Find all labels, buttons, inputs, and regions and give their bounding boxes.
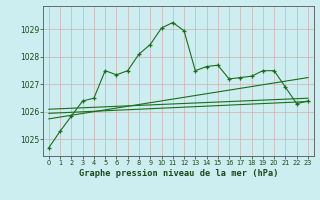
X-axis label: Graphe pression niveau de la mer (hPa): Graphe pression niveau de la mer (hPa)	[79, 169, 278, 178]
